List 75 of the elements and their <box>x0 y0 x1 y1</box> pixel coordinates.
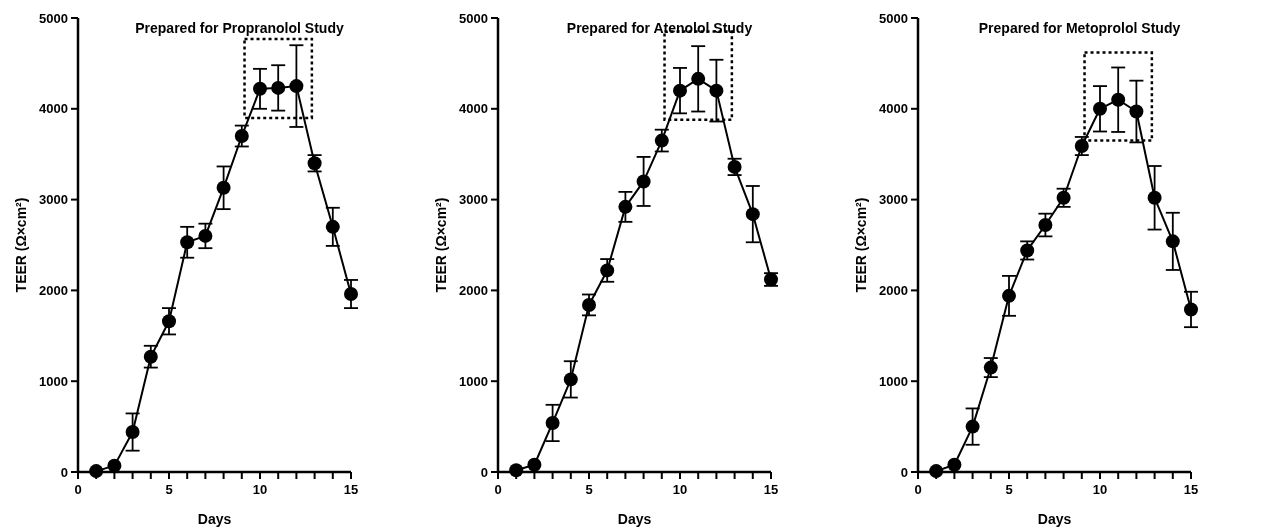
x-tick-label: 5 <box>1005 482 1013 497</box>
chart-title: Prepared for Propranolol Study <box>135 20 344 36</box>
x-tick-label: 0 <box>914 482 922 497</box>
point <box>325 219 340 234</box>
point <box>107 458 122 473</box>
point <box>965 419 980 434</box>
point <box>983 360 998 375</box>
point <box>618 199 633 214</box>
x-tick-label: 5 <box>165 482 173 497</box>
point <box>1111 92 1126 107</box>
y-axis-title: TEER (Ω×cm²) <box>853 197 869 293</box>
chart-title: Prepared for Atenolol Study <box>566 20 753 36</box>
y-tick-label: 4000 <box>39 101 68 117</box>
y-tick-label: 5000 <box>459 10 488 26</box>
point <box>636 174 651 189</box>
x-tick-label: 0 <box>494 482 502 497</box>
point <box>673 83 687 98</box>
point <box>125 425 140 440</box>
y-tick-label: 1000 <box>459 373 488 389</box>
y-tick-label: 3000 <box>39 192 68 208</box>
x-tick-label: 15 <box>343 482 359 497</box>
y-tick-label: 5000 <box>39 10 68 26</box>
y-tick-label: 2000 <box>39 282 68 298</box>
point <box>600 263 615 278</box>
chart-title: Prepared for Metoprolol Study <box>978 20 1181 36</box>
x-tick-label: 0 <box>74 482 82 497</box>
y-tick-label: 1000 <box>879 373 908 389</box>
y-tick-label: 4000 <box>879 101 908 117</box>
point <box>527 457 542 472</box>
y-tick-label: 1000 <box>39 373 68 389</box>
point <box>1147 190 1162 205</box>
x-tick-label: 10 <box>1092 482 1108 497</box>
point <box>545 415 560 430</box>
y-tick-label: 3000 <box>459 192 488 208</box>
point <box>216 180 231 195</box>
point <box>234 129 249 144</box>
x-tick-label: 10 <box>672 482 688 497</box>
point <box>271 80 286 95</box>
x-axis-title: Days <box>1037 511 1072 527</box>
point <box>745 207 760 222</box>
y-tick-label: 4000 <box>459 101 488 117</box>
point <box>180 235 195 250</box>
x-axis-title: Days <box>617 511 652 527</box>
point <box>1002 288 1016 303</box>
x-tick-label: 15 <box>763 482 779 497</box>
point <box>1038 218 1053 233</box>
y-tick-label: 5000 <box>879 10 908 26</box>
point <box>654 133 669 148</box>
y-axis-title: TEER (Ω×cm²) <box>13 197 29 293</box>
point <box>691 71 706 86</box>
point <box>1165 234 1180 249</box>
y-tick-label: 0 <box>480 464 488 480</box>
y-tick-label: 2000 <box>459 282 488 298</box>
x-axis-title: Days <box>197 511 232 527</box>
y-tick-label: 0 <box>60 464 68 480</box>
point <box>162 314 176 329</box>
point <box>143 349 158 364</box>
point <box>198 228 213 243</box>
point <box>947 457 962 472</box>
y-axis-title: TEER (Ω×cm²) <box>433 197 449 293</box>
point <box>563 372 578 387</box>
point <box>709 83 724 98</box>
point <box>344 287 358 302</box>
x-tick-label: 15 <box>1183 482 1199 497</box>
point <box>1093 101 1107 116</box>
point <box>582 297 596 312</box>
point <box>289 79 304 94</box>
x-tick-label: 10 <box>252 482 268 497</box>
x-tick-label: 5 <box>585 482 593 497</box>
point <box>1129 104 1144 119</box>
point <box>253 81 267 96</box>
y-tick-label: 3000 <box>879 192 908 208</box>
y-tick-label: 2000 <box>879 282 908 298</box>
y-tick-label: 0 <box>900 464 908 480</box>
point <box>1184 302 1198 317</box>
